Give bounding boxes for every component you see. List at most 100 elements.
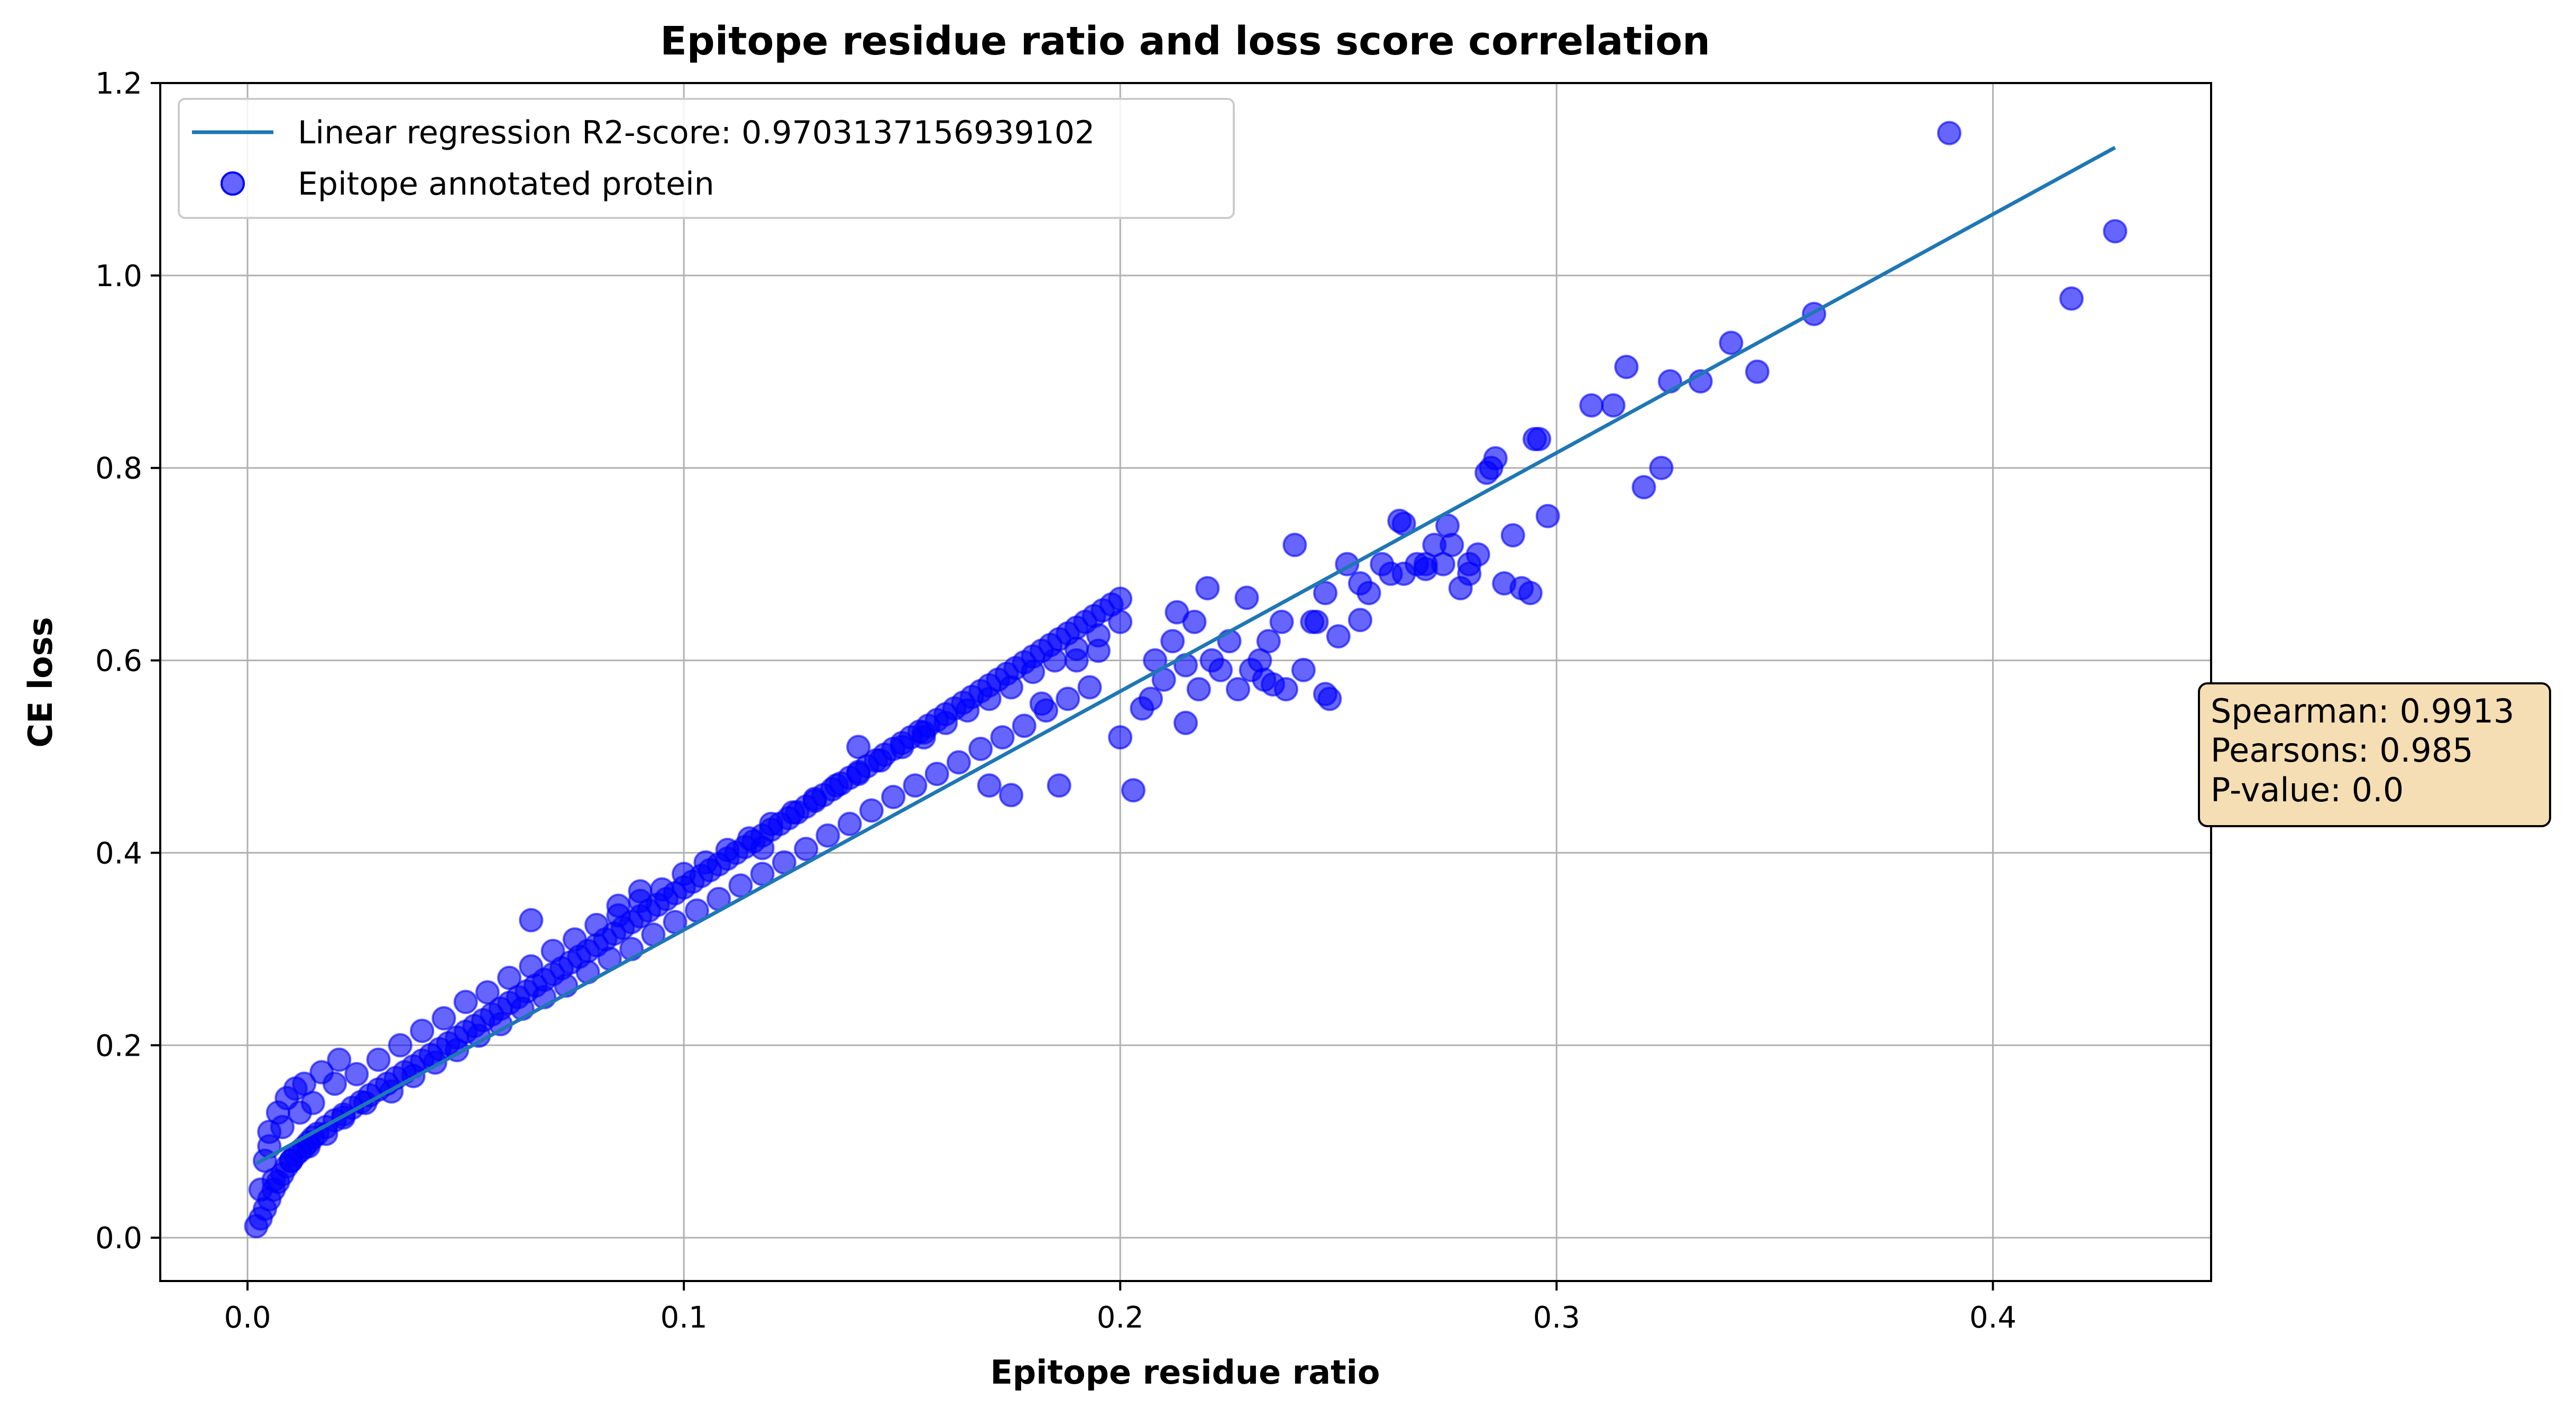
data-point xyxy=(1056,687,1080,711)
data-point xyxy=(519,908,544,932)
data-point xyxy=(859,798,884,823)
y-tick-label: 1.2 xyxy=(95,67,142,101)
legend-box xyxy=(178,98,1235,219)
data-point xyxy=(1457,561,1482,586)
x-axis-title: Epitope residue ratio xyxy=(990,1353,1380,1392)
data-point xyxy=(1527,427,1552,452)
data-point xyxy=(1937,121,1961,145)
data-point xyxy=(1021,660,1046,684)
data-point xyxy=(1291,657,1316,682)
data-point xyxy=(903,773,928,798)
data-point xyxy=(999,675,1023,700)
data-point xyxy=(279,1148,304,1173)
data-point xyxy=(1256,629,1281,654)
data-point xyxy=(1226,677,1250,702)
data-point xyxy=(1601,393,1626,418)
stats-pearsons: Pearsons: 0.985 xyxy=(2211,731,2473,770)
x-tick-label: 0.3 xyxy=(1533,1301,1580,1335)
y-tick-label: 0.2 xyxy=(95,1029,142,1063)
legend-label-points: Epitope annotated protein xyxy=(298,166,714,203)
data-point xyxy=(759,811,784,836)
legend-marker-swatch xyxy=(221,171,245,196)
data-point xyxy=(802,786,827,811)
data-point xyxy=(1518,581,1543,606)
data-point xyxy=(1139,687,1163,711)
data-point xyxy=(1356,581,1381,606)
data-point xyxy=(584,912,609,937)
data-point xyxy=(1649,455,1674,480)
data-point xyxy=(750,836,775,861)
data-point xyxy=(606,893,631,918)
data-point xyxy=(344,1062,369,1086)
data-point xyxy=(1413,556,1438,581)
data-points xyxy=(244,121,2128,1239)
data-point xyxy=(1160,629,1185,654)
data-point xyxy=(292,1072,317,1096)
data-point xyxy=(248,1177,273,1202)
x-tick-label: 0.0 xyxy=(224,1301,271,1335)
data-point xyxy=(410,1019,435,1043)
data-point xyxy=(1535,504,1560,528)
data-point xyxy=(1047,773,1071,798)
data-point xyxy=(794,837,819,862)
data-point xyxy=(475,980,500,1005)
data-point xyxy=(1077,675,1102,700)
data-point xyxy=(628,879,653,904)
data-point xyxy=(1108,609,1133,634)
data-point xyxy=(815,823,840,848)
y-tick-label: 0.4 xyxy=(95,836,142,871)
data-point xyxy=(1326,624,1351,649)
data-point xyxy=(890,735,914,760)
data-point xyxy=(999,783,1023,808)
data-point xyxy=(327,1047,352,1072)
x-tick-label: 0.2 xyxy=(1097,1301,1144,1335)
data-point xyxy=(715,838,740,862)
data-point xyxy=(1186,677,1211,702)
data-point xyxy=(933,710,958,735)
data-point xyxy=(728,873,753,898)
data-point xyxy=(2103,219,2128,244)
data-point xyxy=(1029,691,1054,716)
data-point xyxy=(1483,446,1508,471)
data-point xyxy=(1348,608,1372,633)
data-point xyxy=(432,1006,456,1031)
data-point xyxy=(366,1047,391,1072)
data-point xyxy=(1208,657,1233,682)
y-tick-label: 0.6 xyxy=(95,644,142,679)
data-point xyxy=(540,939,565,963)
data-point xyxy=(955,698,980,723)
data-point xyxy=(1182,609,1207,634)
chart-title: Epitope residue ratio and loss score cor… xyxy=(660,19,1710,64)
grid-lines xyxy=(160,82,2211,1281)
data-point xyxy=(990,725,1015,750)
data-point xyxy=(672,862,696,886)
legend-label-regression: Linear regression R2-score: 0.9703137156… xyxy=(298,114,1095,151)
data-point xyxy=(977,687,1002,711)
data-point xyxy=(837,811,862,836)
x-axis-ticks: 0.0 0.1 0.2 0.3 0.4 xyxy=(224,1281,2016,1335)
x-tick-label: 0.1 xyxy=(661,1301,708,1335)
stats-pvalue: P-value: 0.0 xyxy=(2211,771,2404,809)
data-point xyxy=(868,748,893,773)
legend: Linear regression R2-score: 0.9703137156… xyxy=(178,98,1235,219)
data-point xyxy=(1435,513,1460,538)
stats-box-frame xyxy=(2198,682,2551,827)
data-point xyxy=(1313,581,1337,606)
data-point xyxy=(1108,725,1133,750)
data-point xyxy=(846,762,871,786)
y-tick-label: 0.8 xyxy=(95,452,142,486)
data-point xyxy=(1273,677,1298,702)
data-point xyxy=(497,965,522,990)
data-point xyxy=(977,773,1002,798)
y-axis-title: CE loss xyxy=(21,617,60,747)
data-point xyxy=(1614,354,1639,379)
data-point xyxy=(693,850,718,875)
data-point xyxy=(1064,648,1089,673)
plot-area-frame xyxy=(159,82,2212,1282)
stats-spearman: Spearman: 0.9913 xyxy=(2211,692,2514,730)
data-point xyxy=(1282,533,1307,557)
stats-box: Spearman: 0.9913 Pearsons: 0.985 P-value… xyxy=(2198,682,2551,827)
data-point xyxy=(846,735,871,760)
data-point xyxy=(1195,576,1220,601)
